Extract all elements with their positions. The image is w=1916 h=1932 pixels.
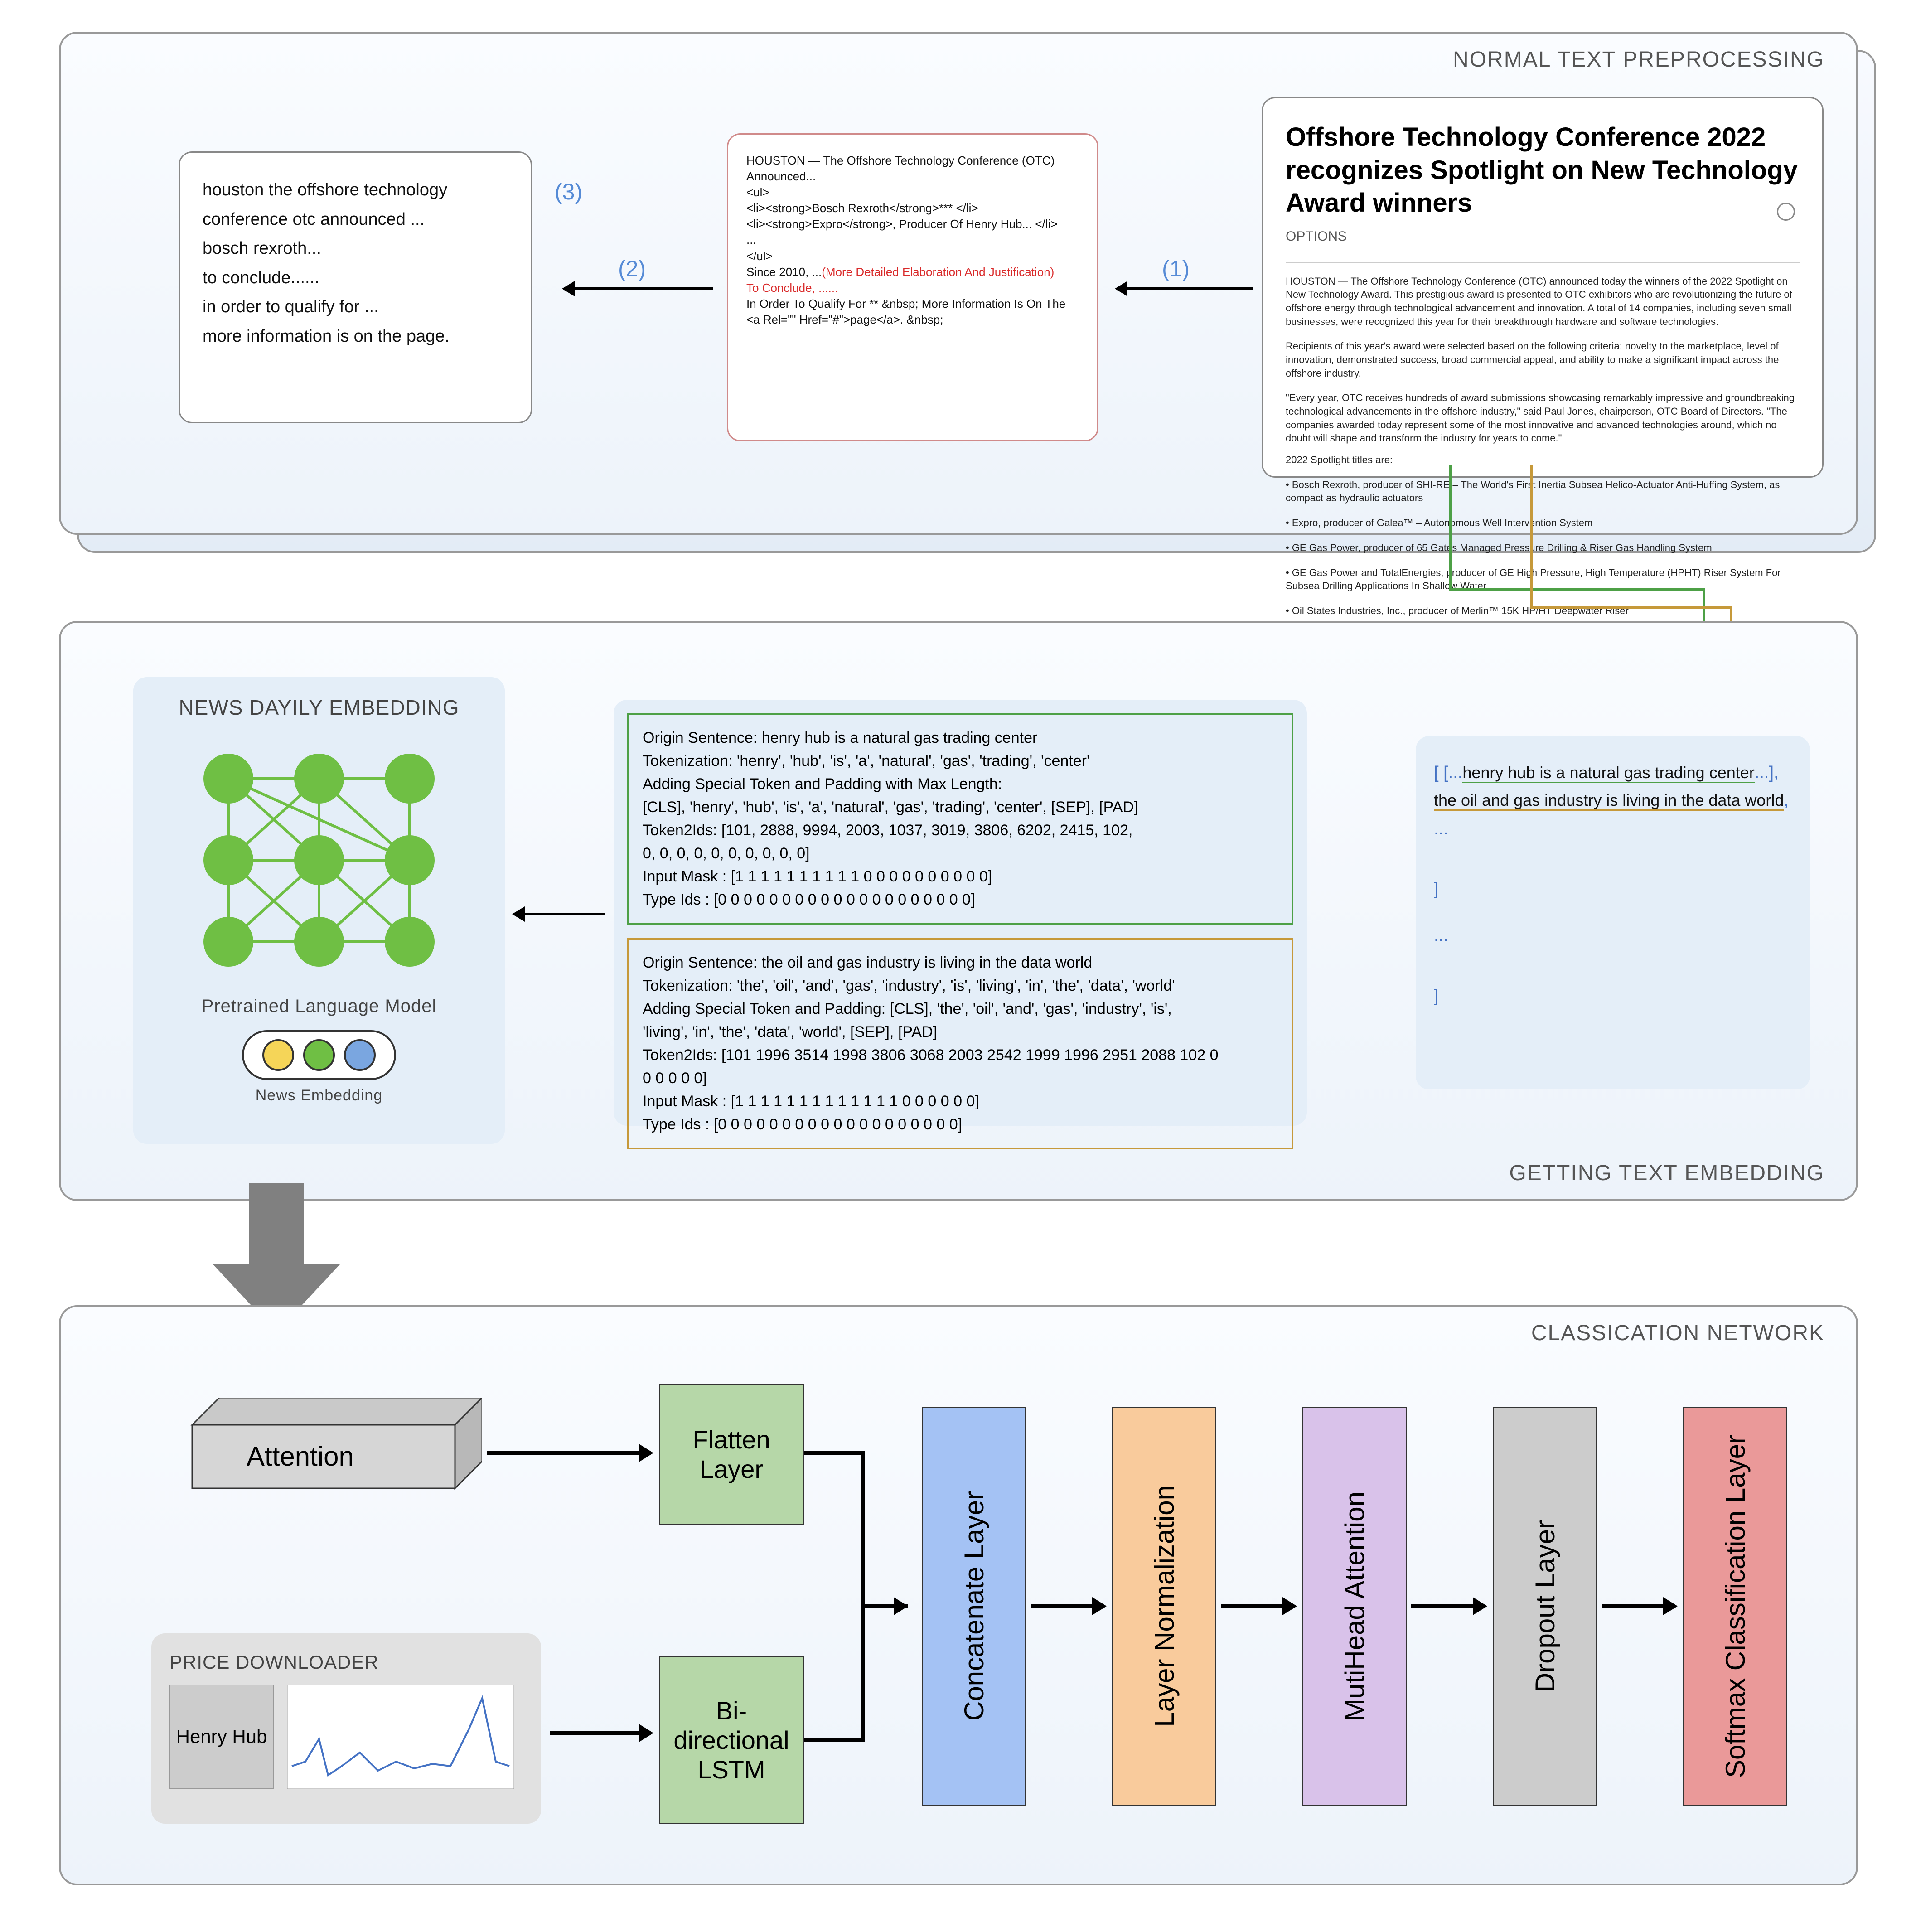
dropout-block: Dropout Layer — [1493, 1407, 1597, 1806]
merge-arrows — [804, 1398, 931, 1806]
htmlraw-box: HOUSTON — The Offshore Technology Confer… — [727, 133, 1098, 441]
sentence-list-panel: [ [...henry hub is a natural gas trading… — [1416, 736, 1810, 1089]
article-body: HOUSTON — The Offshore Technology Confer… — [1286, 275, 1800, 667]
emb-label: News Embedding — [151, 1087, 487, 1104]
section1: NORMAL TEXT PREPROCESSING Offshore Techn… — [59, 32, 1858, 535]
list-open: [ [...henry hub is a natural gas trading… — [1434, 763, 1792, 783]
price-panel: PRICE DOWNLOADER Henry Hub — [151, 1633, 541, 1824]
section2-label: GETTING TEXT EMBEDDING — [1509, 1161, 1824, 1186]
article-subtitle: OPTIONS — [1286, 229, 1800, 244]
softmax-block: Softmax Classification Layer — [1683, 1407, 1787, 1806]
token-box-yellow: Origin Sentence: the oil and gas industr… — [627, 938, 1293, 1149]
arrow-step1 — [1126, 287, 1253, 290]
section2: GETTING TEXT EMBEDDING NEWS DAYILY EMBED… — [59, 621, 1858, 1201]
cleaned-box: houston the offshore technology conferen… — [179, 151, 532, 423]
step3-label: (3) — [555, 179, 582, 205]
plm-panel: NEWS DAYILY EMBEDDING Pretrained Languag… — [133, 677, 505, 1144]
step2-label: (2) — [618, 256, 646, 282]
arrow-c-l — [1031, 1604, 1094, 1608]
attention-block: Attention — [165, 1398, 482, 1502]
article-title: Offshore Technology Conference 2022 reco… — [1286, 121, 1800, 220]
token-box-green: Origin Sentence: henry hub is a natural … — [627, 713, 1293, 925]
layernorm-block: Layer Normalization — [1112, 1407, 1216, 1806]
nn-icon — [156, 733, 482, 987]
arrow-m-d — [1411, 1604, 1475, 1608]
search-icon — [1777, 203, 1795, 221]
section1-label: NORMAL TEXT PREPROCESSING — [1453, 47, 1824, 72]
arrow-price-bilstm — [550, 1731, 641, 1735]
plm-title: NEWS DAYILY EMBEDDING — [151, 695, 487, 720]
token-panel: Origin Sentence: henry hub is a natural … — [614, 700, 1307, 1126]
bilstm-block: Bi-directional LSTM — [659, 1656, 804, 1824]
section3-label: CLASSICATION NETWORK — [1531, 1321, 1824, 1346]
section3: CLASSICATION NETWORK Attention PRICE DOW… — [59, 1305, 1858, 1885]
article-box: Offshore Technology Conference 2022 reco… — [1262, 97, 1824, 478]
arrow-d-s — [1602, 1604, 1665, 1608]
henryhub-badge: Henry Hub — [169, 1685, 274, 1789]
emb-pill — [242, 1030, 396, 1080]
price-chart-icon — [287, 1685, 514, 1789]
mhattn-block: MutiHead Attention — [1302, 1407, 1407, 1806]
price-title: PRICE DOWNLOADER — [169, 1651, 523, 1673]
arrow-l-m — [1221, 1604, 1284, 1608]
step1-label: (1) — [1162, 256, 1190, 282]
arrow-tokens-to-plm — [523, 913, 605, 915]
flatten-block: Flatten Layer — [659, 1384, 804, 1525]
plm-model-label: Pretrained Language Model — [151, 996, 487, 1017]
arrow-attn-flatten — [487, 1451, 641, 1455]
arrow-step2 — [573, 287, 713, 290]
concat-block: Concatenate Layer — [922, 1407, 1026, 1806]
